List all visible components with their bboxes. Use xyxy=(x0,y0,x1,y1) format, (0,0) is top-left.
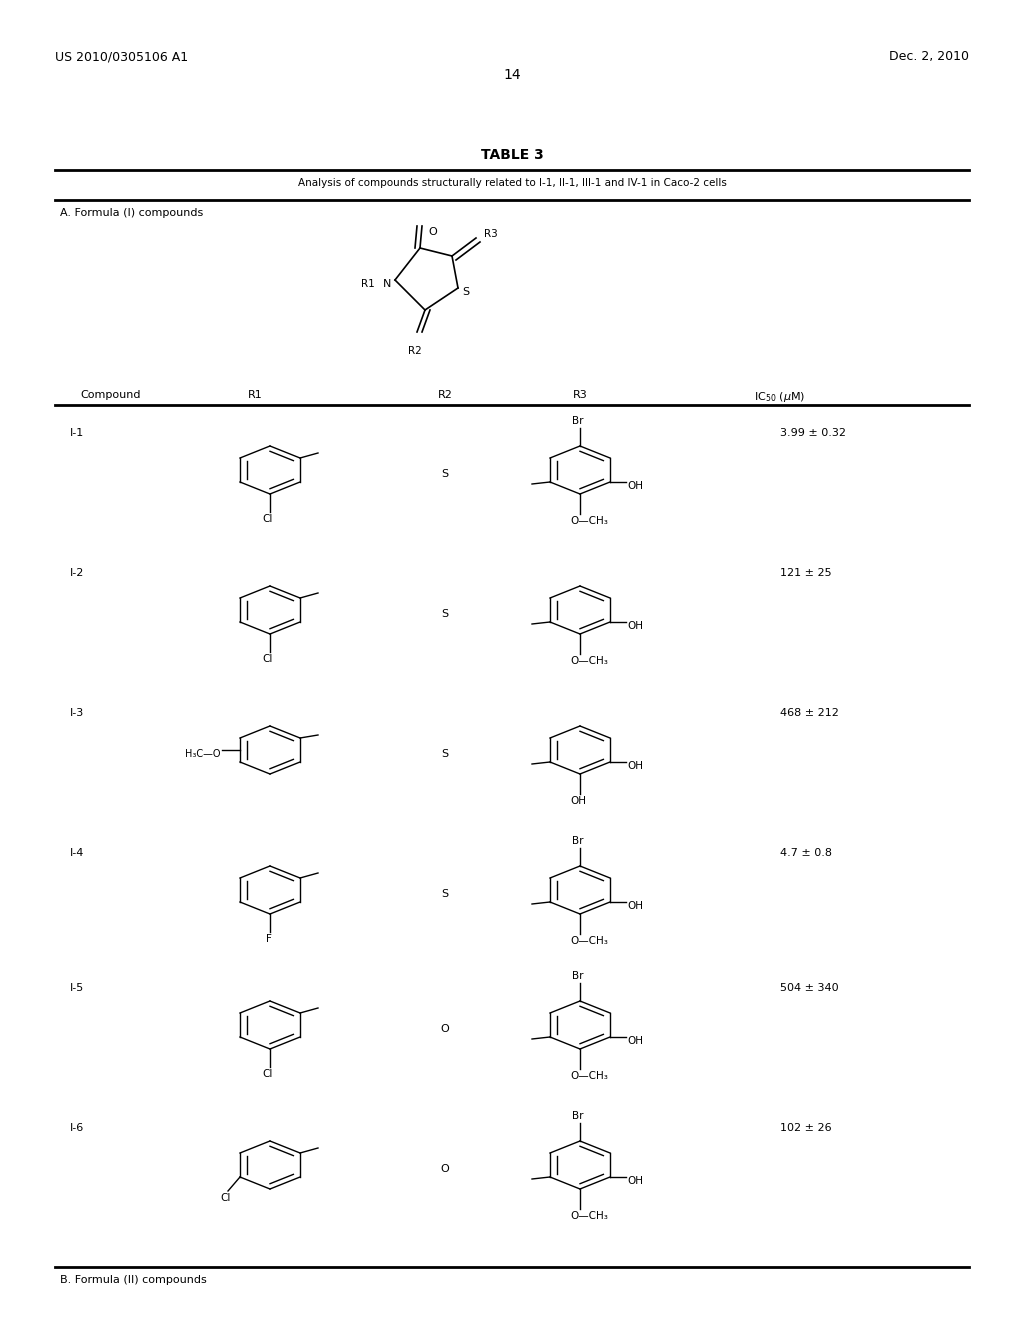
Text: Br: Br xyxy=(572,972,584,981)
Text: F: F xyxy=(266,935,272,944)
Text: O: O xyxy=(440,1024,450,1034)
Text: O—CH₃: O—CH₃ xyxy=(570,936,608,946)
Text: I-2: I-2 xyxy=(70,568,84,578)
Text: I-3: I-3 xyxy=(70,708,84,718)
Text: I-6: I-6 xyxy=(70,1123,84,1133)
Text: US 2010/0305106 A1: US 2010/0305106 A1 xyxy=(55,50,188,63)
Text: OH: OH xyxy=(627,1036,643,1045)
Text: OH: OH xyxy=(627,1176,643,1185)
Text: S: S xyxy=(441,469,449,479)
Text: Br: Br xyxy=(572,1111,584,1121)
Text: N: N xyxy=(383,279,391,289)
Text: 3.99 ± 0.32: 3.99 ± 0.32 xyxy=(780,428,846,438)
Text: OH: OH xyxy=(627,762,643,771)
Text: R2: R2 xyxy=(437,389,453,400)
Text: TABLE 3: TABLE 3 xyxy=(480,148,544,162)
Text: OH: OH xyxy=(627,902,643,911)
Text: Cl: Cl xyxy=(263,653,273,664)
Text: O—CH₃: O—CH₃ xyxy=(570,656,608,667)
Text: S: S xyxy=(441,748,449,759)
Text: R3: R3 xyxy=(572,389,588,400)
Text: H₃C—O: H₃C—O xyxy=(184,748,220,759)
Text: 14: 14 xyxy=(503,69,521,82)
Text: S: S xyxy=(462,286,469,297)
Text: O—CH₃: O—CH₃ xyxy=(570,1071,608,1081)
Text: R1: R1 xyxy=(361,279,375,289)
Text: 504 ± 340: 504 ± 340 xyxy=(780,983,839,993)
Text: O—CH₃: O—CH₃ xyxy=(570,1210,608,1221)
Text: OH: OH xyxy=(570,796,586,807)
Text: Cl: Cl xyxy=(263,513,273,524)
Text: R3: R3 xyxy=(484,228,498,239)
Text: 102 ± 26: 102 ± 26 xyxy=(780,1123,831,1133)
Text: 121 ± 25: 121 ± 25 xyxy=(780,568,831,578)
Text: OH: OH xyxy=(627,620,643,631)
Text: R1: R1 xyxy=(248,389,262,400)
Text: S: S xyxy=(441,888,449,899)
Text: Cl: Cl xyxy=(263,1069,273,1078)
Text: OH: OH xyxy=(627,480,643,491)
Text: R2: R2 xyxy=(409,346,422,356)
Text: I-4: I-4 xyxy=(70,847,84,858)
Text: Analysis of compounds structurally related to I-1, II-1, III-1 and IV-1 in Caco-: Analysis of compounds structurally relat… xyxy=(298,178,726,187)
Text: Cl: Cl xyxy=(221,1193,231,1203)
Text: IC$_{50}$ ($\mu$M): IC$_{50}$ ($\mu$M) xyxy=(755,389,806,404)
Text: I-1: I-1 xyxy=(70,428,84,438)
Text: 4.7 ± 0.8: 4.7 ± 0.8 xyxy=(780,847,831,858)
Text: O: O xyxy=(440,1164,450,1173)
Text: Compound: Compound xyxy=(80,389,140,400)
Text: O: O xyxy=(428,227,437,238)
Text: I-5: I-5 xyxy=(70,983,84,993)
Text: Br: Br xyxy=(572,416,584,426)
Text: A. Formula (I) compounds: A. Formula (I) compounds xyxy=(60,209,203,218)
Text: Br: Br xyxy=(572,836,584,846)
Text: 468 ± 212: 468 ± 212 xyxy=(780,708,839,718)
Text: S: S xyxy=(441,609,449,619)
Text: O—CH₃: O—CH₃ xyxy=(570,516,608,525)
Text: Dec. 2, 2010: Dec. 2, 2010 xyxy=(889,50,969,63)
Text: B. Formula (II) compounds: B. Formula (II) compounds xyxy=(60,1275,207,1284)
